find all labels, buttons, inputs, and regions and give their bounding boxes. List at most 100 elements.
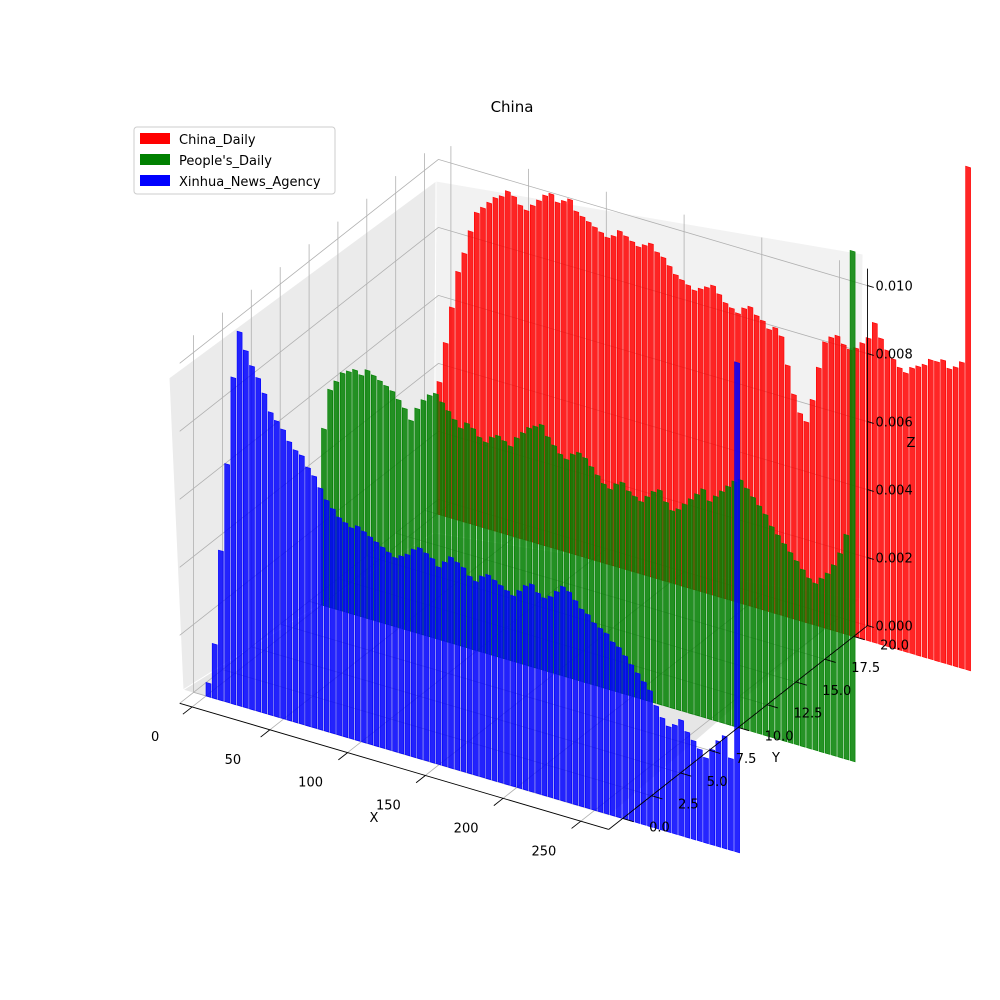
bar bbox=[311, 475, 318, 729]
bar bbox=[423, 552, 429, 762]
bar bbox=[831, 564, 837, 757]
z-tick-label: 0.004 bbox=[876, 484, 913, 499]
bar bbox=[725, 485, 732, 726]
bar bbox=[205, 681, 212, 698]
bar bbox=[762, 513, 769, 737]
bar bbox=[236, 330, 243, 708]
x-tick-label: 0 bbox=[151, 730, 159, 745]
bar bbox=[547, 595, 554, 799]
bar bbox=[656, 489, 663, 706]
bar bbox=[479, 575, 485, 779]
z-tick-label: 0.010 bbox=[876, 280, 913, 295]
bar bbox=[628, 663, 635, 823]
bar bbox=[719, 490, 725, 724]
bar bbox=[859, 342, 866, 641]
bar bbox=[927, 358, 934, 661]
y-tick-label: 7.5 bbox=[736, 752, 757, 767]
bar bbox=[896, 366, 903, 652]
bar bbox=[441, 561, 448, 768]
z-tick-label: 0.002 bbox=[876, 552, 913, 567]
bar bbox=[354, 525, 361, 742]
bar bbox=[878, 337, 884, 646]
bar bbox=[712, 495, 719, 722]
bar bbox=[734, 361, 740, 854]
bars-layer bbox=[205, 165, 971, 854]
bar bbox=[342, 521, 349, 739]
bar bbox=[756, 504, 763, 735]
bar bbox=[298, 454, 305, 726]
axes-layer: 0 50 100 150 200 250 0.0 2.5 5.0 7.5 10.012.5 15.01… bbox=[151, 268, 913, 859]
series-xinhua-news-agency bbox=[205, 330, 740, 854]
bar bbox=[622, 654, 628, 821]
x-tick bbox=[493, 797, 504, 806]
bar bbox=[211, 642, 218, 700]
bar bbox=[884, 349, 891, 648]
bar bbox=[584, 613, 591, 810]
bar bbox=[775, 534, 781, 741]
x-tick-label: 50 bbox=[225, 753, 242, 768]
bar bbox=[744, 487, 750, 732]
bar bbox=[849, 249, 856, 763]
legend-swatch-xinhua-news-agency bbox=[140, 175, 170, 186]
bar bbox=[715, 740, 722, 848]
bar bbox=[286, 440, 293, 722]
bar bbox=[696, 748, 703, 843]
bar bbox=[224, 463, 230, 704]
x-tick bbox=[182, 706, 193, 715]
bar bbox=[728, 757, 734, 852]
bar bbox=[429, 557, 436, 764]
bar bbox=[793, 559, 800, 746]
z-tick bbox=[867, 625, 874, 628]
bar bbox=[392, 556, 398, 753]
bar bbox=[934, 360, 940, 663]
bar bbox=[560, 585, 566, 803]
x-tick bbox=[415, 775, 426, 784]
bar bbox=[663, 501, 669, 708]
bar bbox=[473, 580, 479, 777]
bar bbox=[659, 716, 666, 832]
z-tick-label: 0.008 bbox=[876, 348, 913, 363]
legend-label-china-daily: China_Daily bbox=[179, 133, 256, 148]
bar bbox=[516, 589, 523, 790]
bar bbox=[706, 500, 713, 721]
bar bbox=[485, 573, 492, 781]
bar bbox=[678, 718, 684, 837]
chart-title: China bbox=[491, 98, 534, 116]
bar bbox=[909, 366, 915, 655]
z-tick-label: 0.006 bbox=[876, 416, 913, 431]
bar bbox=[466, 575, 473, 775]
bar bbox=[806, 577, 812, 750]
bar bbox=[435, 565, 442, 766]
bar bbox=[249, 364, 255, 711]
bar bbox=[965, 165, 971, 672]
legend-swatch-china-daily bbox=[140, 133, 170, 144]
bar bbox=[959, 361, 965, 670]
bar bbox=[553, 590, 560, 801]
x-tick bbox=[260, 729, 271, 738]
bar bbox=[460, 566, 467, 773]
bar bbox=[684, 731, 691, 839]
x-tick bbox=[571, 820, 582, 829]
bar bbox=[243, 349, 249, 709]
bar bbox=[373, 541, 380, 748]
legend-frame bbox=[133, 126, 336, 195]
bar bbox=[336, 516, 342, 737]
legend: China_Daily People's_Daily Xinhua_News_A… bbox=[133, 126, 336, 195]
bar bbox=[681, 503, 688, 713]
bar bbox=[647, 689, 653, 828]
x-tick-label: 200 bbox=[454, 821, 479, 836]
bar bbox=[572, 599, 579, 806]
bar bbox=[709, 748, 716, 846]
x-axis-line bbox=[179, 702, 609, 830]
bar bbox=[497, 584, 504, 784]
bar bbox=[837, 552, 843, 759]
bar bbox=[603, 632, 610, 815]
bar bbox=[280, 428, 286, 720]
bar bbox=[703, 756, 709, 845]
grid-line-z bbox=[179, 158, 868, 364]
bar bbox=[946, 367, 953, 666]
z-axis-label: Z bbox=[907, 436, 916, 451]
bar bbox=[417, 547, 423, 760]
bar bbox=[379, 546, 386, 749]
